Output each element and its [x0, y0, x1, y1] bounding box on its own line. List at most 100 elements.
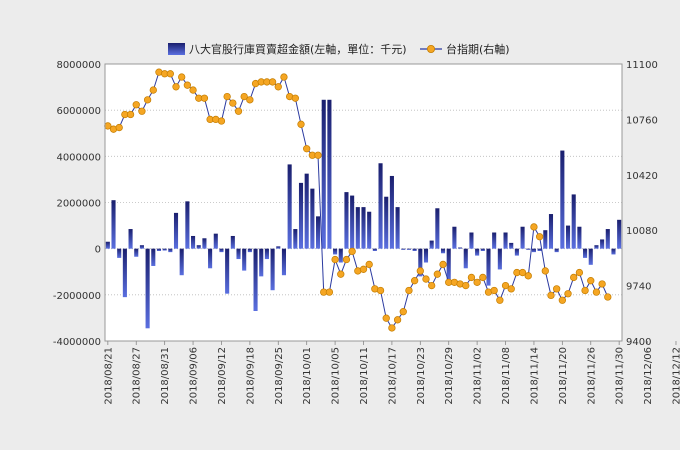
bar — [583, 248, 588, 258]
index-point — [587, 277, 595, 285]
index-point — [166, 70, 174, 78]
bar — [105, 241, 110, 249]
bar — [293, 229, 298, 249]
index-point — [416, 267, 424, 275]
bar-series — [105, 99, 622, 329]
index-point — [388, 324, 396, 332]
bar — [548, 214, 554, 249]
x-axis-tick-label: 2018/11/02 — [473, 347, 484, 405]
index-point — [393, 316, 402, 324]
index-point — [592, 288, 601, 296]
bar — [117, 248, 122, 258]
bar — [458, 247, 463, 249]
bar — [327, 99, 332, 249]
index-point — [297, 120, 305, 128]
left-axis-tick-label: 0 — [95, 245, 101, 256]
bar — [173, 212, 179, 249]
index-point — [439, 260, 447, 269]
bar — [560, 150, 565, 249]
bar — [600, 239, 605, 249]
bar — [395, 207, 400, 249]
bar — [543, 230, 548, 249]
index-point — [280, 73, 288, 81]
bar — [588, 248, 593, 265]
index-point — [189, 86, 197, 94]
right-axis-tick-label: 10760 — [626, 115, 658, 126]
line-series — [104, 68, 612, 332]
bar — [367, 211, 372, 249]
bar — [139, 245, 144, 249]
bar — [128, 229, 133, 249]
index-point — [575, 268, 584, 277]
bar — [196, 245, 201, 249]
bar — [134, 248, 139, 257]
index-point — [200, 94, 209, 102]
right-axis-tick-label: 10080 — [626, 226, 658, 237]
index-point — [126, 110, 135, 119]
index-point — [138, 107, 146, 115]
right-axis-tick-label: 9740 — [626, 282, 651, 293]
bar — [520, 226, 525, 249]
bar — [378, 163, 383, 249]
index-point — [172, 83, 180, 91]
bar — [151, 248, 156, 266]
bar — [287, 164, 292, 249]
bar — [429, 240, 434, 249]
bar — [162, 248, 167, 251]
bar — [389, 175, 394, 249]
bar — [321, 99, 326, 249]
legend-bar-swatch — [168, 43, 185, 55]
x-axis-tick-label: 2018/08/27 — [132, 347, 143, 405]
bar — [236, 248, 241, 260]
legend: 八大官股行庫買賣超金額(左軸，單位：千元) 台指期(右軸) — [168, 42, 510, 56]
index-point — [331, 255, 339, 264]
legend-line-marker — [426, 45, 435, 54]
left-axis-tick-label: 2000000 — [56, 199, 101, 210]
right-axis-ticks: 11100 10760 10420 10080 9740 9400 — [626, 60, 658, 348]
bar — [304, 173, 309, 249]
bar — [122, 248, 127, 298]
bar — [617, 219, 622, 249]
bar — [344, 192, 349, 249]
index-point — [553, 285, 561, 293]
index-point — [598, 280, 606, 288]
bar — [230, 235, 235, 249]
bar — [281, 248, 287, 276]
bar — [219, 248, 224, 253]
index-point — [223, 92, 231, 101]
index-point — [428, 281, 436, 290]
x-axis-tick-label: 2018/10/01 — [302, 347, 313, 405]
x-axis-tick-label: 2018/08/21 — [103, 347, 114, 405]
index-point — [178, 73, 186, 81]
index-point — [314, 151, 322, 159]
x-axis-tick-label: 2018/09/25 — [274, 347, 285, 405]
index-point — [376, 286, 385, 295]
index-point — [337, 270, 345, 278]
index-point — [473, 278, 481, 286]
index-point — [564, 290, 572, 298]
bar — [264, 248, 269, 260]
left-axis-tick-label: 4000000 — [56, 152, 101, 163]
right-axis-tick-label: 10420 — [626, 171, 658, 182]
legend-line-label: 台指期(右軸) — [446, 42, 510, 56]
bar — [486, 248, 491, 286]
bar — [338, 248, 343, 263]
index-point — [490, 286, 498, 295]
index-point — [581, 286, 589, 295]
index-point — [342, 255, 351, 264]
bar — [213, 233, 218, 249]
left-axis-ticks: 8000000 6000000 4000000 2000000 0 -2000000 -40… — [53, 60, 101, 348]
bar — [242, 248, 247, 271]
x-axis-tick-label: 2018/10/11 — [359, 347, 370, 405]
bar — [270, 248, 275, 291]
bar — [179, 248, 184, 276]
left-axis-tick-label: -2000000 — [53, 291, 101, 302]
bar — [577, 226, 582, 249]
index-point — [183, 81, 192, 89]
bar — [514, 248, 519, 256]
index-point — [467, 273, 476, 282]
bar — [156, 248, 162, 251]
index-point — [359, 265, 368, 273]
index-point — [217, 117, 226, 125]
